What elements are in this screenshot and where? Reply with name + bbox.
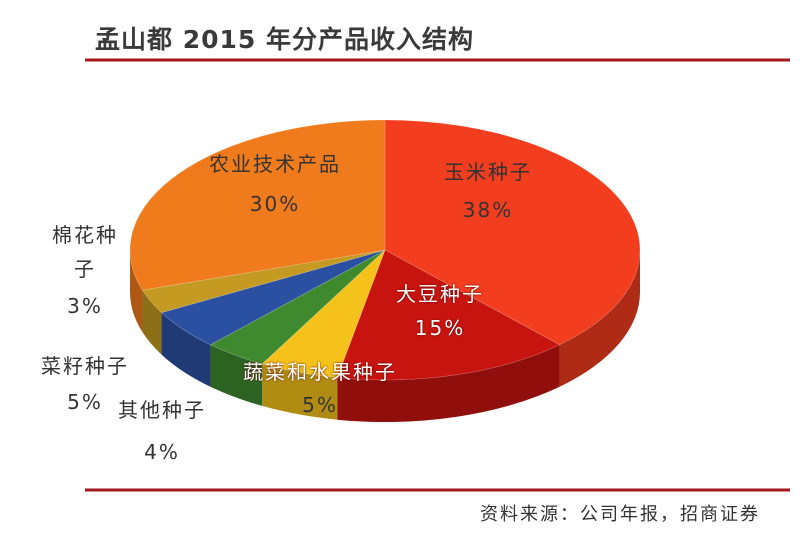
- value-label: 5%: [67, 390, 103, 414]
- value-label: 30%: [249, 192, 301, 216]
- category-label: 蔬菜和水果种子: [243, 360, 397, 384]
- pie: [129, 119, 641, 422]
- category-label: 大豆种子: [396, 282, 484, 306]
- slice-side: [142, 290, 162, 355]
- slice: [209, 249, 386, 365]
- value-label: 4%: [144, 440, 180, 464]
- slice: [336, 249, 561, 381]
- value-label: 15%: [414, 316, 466, 340]
- source-note: 资料来源：公司年报，招商证券: [480, 504, 760, 525]
- slice: [261, 249, 386, 379]
- slice-side: [161, 312, 211, 387]
- slice-side: [130, 250, 143, 333]
- category-label: 其他种子: [118, 398, 206, 422]
- slice: [129, 119, 386, 291]
- value-label: 38%: [462, 198, 514, 222]
- value-label: 3%: [67, 294, 103, 318]
- slice-side: [262, 363, 338, 420]
- category-label: 棉花种子: [52, 223, 118, 281]
- category-label: 农业技术产品: [209, 152, 341, 176]
- value-label: 5%: [302, 393, 338, 417]
- slice-side: [210, 344, 263, 406]
- slice-side: [337, 344, 560, 422]
- slice: [141, 249, 386, 313]
- slice-side: [559, 250, 640, 387]
- slice: [384, 119, 641, 346]
- category-label: 玉米种子: [444, 160, 532, 184]
- slice: [160, 249, 386, 346]
- category-label: 菜籽种子: [41, 354, 129, 378]
- chart-title: 孟山都 2015 年分产品收入结构: [95, 25, 474, 54]
